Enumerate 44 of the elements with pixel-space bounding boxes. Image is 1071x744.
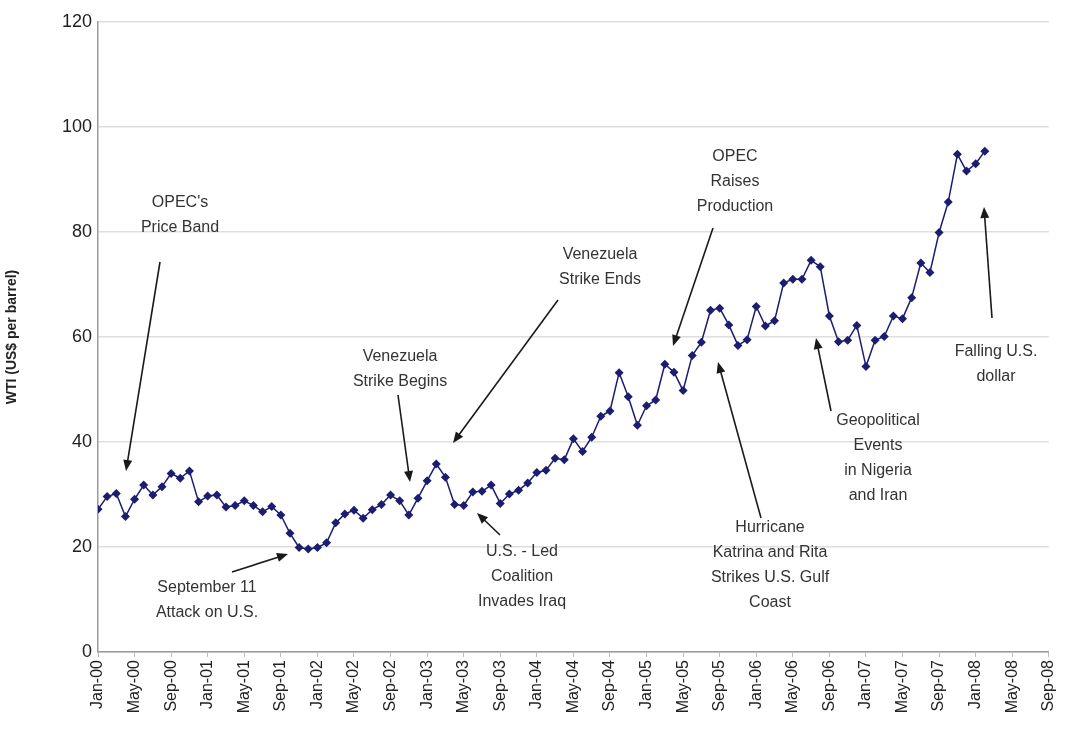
annotation: September 11 Attack on U.S.: [155, 578, 259, 621]
x-tick-label: Jan-06: [746, 659, 764, 709]
x-tick-label: Jan-02: [307, 659, 325, 709]
x-tick-label: Sep-04: [600, 659, 618, 712]
x-tick-label: Jan-04: [527, 659, 545, 709]
x-tick-label: Jan-01: [198, 659, 216, 709]
x-tick-label: Jan-05: [636, 659, 654, 709]
x-tick-label: May-00: [124, 659, 142, 714]
annotation: Geopolitical Events in Nigeria and Iran: [836, 411, 920, 504]
x-tick-label: May-08: [1002, 659, 1020, 714]
x-tick-label: May-05: [673, 659, 691, 714]
x-tick-label: Sep-06: [819, 659, 837, 712]
x-tick-label: May-01: [234, 659, 252, 714]
x-tick-label: May-02: [344, 659, 362, 714]
y-tick-label: 120: [61, 10, 92, 31]
annotation: Venezuela Strike Ends: [559, 245, 641, 288]
x-tick-label: May-04: [563, 659, 581, 714]
x-tick-label: Sep-05: [710, 659, 728, 712]
annotation: OPEC Raises Production: [696, 147, 774, 215]
x-tick-label: Jan-07: [856, 659, 874, 709]
annotation: Hurricane Katrina and Rita Strikes U.S. Gulf Coast: [710, 518, 830, 611]
annotation: Falling U.S. dollar: [954, 342, 1038, 385]
x-tick-label: Sep-02: [380, 659, 398, 712]
y-tick-label: 0: [81, 640, 92, 661]
x-tick-label: Jan-03: [417, 659, 435, 709]
x-tick-label: May-07: [892, 659, 910, 714]
y-tick-label: 100: [61, 115, 92, 136]
x-tick-label: Jan-00: [88, 659, 106, 709]
x-tick-label: Sep-01: [271, 659, 289, 712]
y-tick-label: 20: [71, 535, 92, 556]
x-tick-label: May-06: [783, 659, 801, 714]
x-tick-label: May-03: [454, 659, 472, 714]
x-tick-label: Sep-00: [161, 659, 179, 712]
x-tick-label: Sep-03: [490, 659, 508, 712]
y-tick-label: 60: [71, 325, 92, 346]
y-tick-label: 80: [71, 220, 92, 241]
x-tick-label: Sep-07: [929, 659, 947, 712]
y-tick-label: 40: [71, 430, 92, 451]
x-tick-label: Sep-08: [1039, 659, 1057, 712]
y-axis-title: WTI (US$ per barrel): [3, 269, 20, 405]
annotation: OPEC's Price Band: [140, 193, 220, 236]
annotation: Venezuela Strike Begins: [352, 347, 448, 390]
annotation: U.S. - Led Coalition Invades Iraq: [477, 542, 567, 610]
x-tick-label: Jan-08: [966, 659, 984, 709]
